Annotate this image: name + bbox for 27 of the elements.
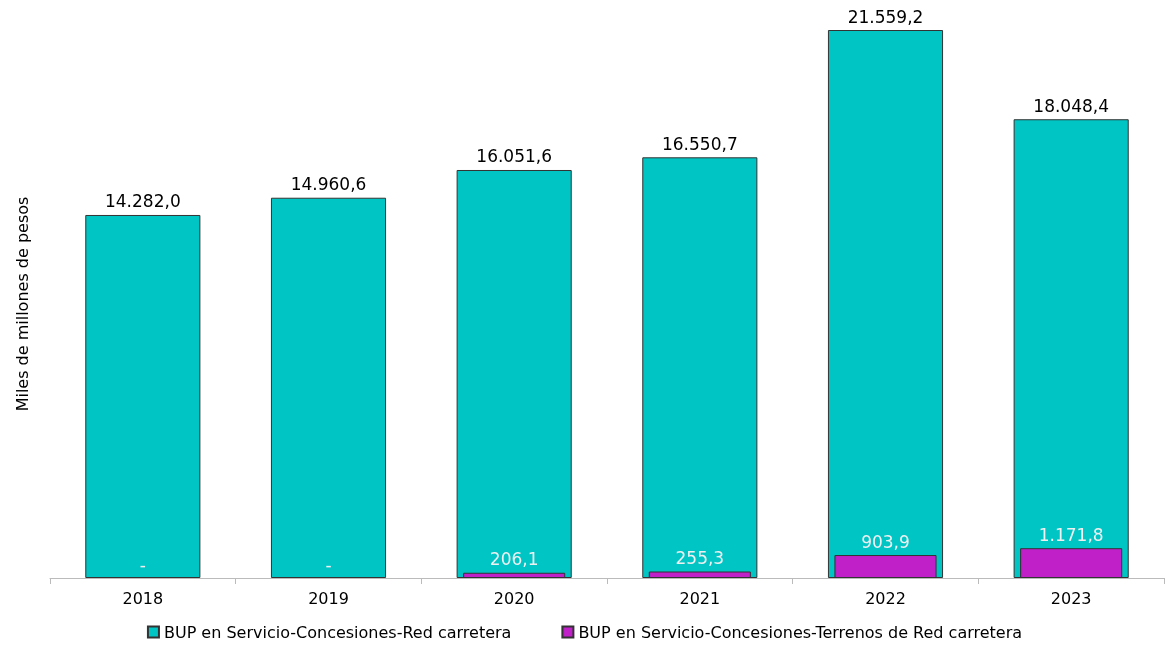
data-label: 21.559,2: [847, 6, 924, 27]
data-label: 206,1: [489, 549, 539, 570]
data-label: 1.171,8: [1038, 524, 1104, 545]
x-tick-label: 2019: [308, 588, 349, 608]
data-label: 16.550,7: [661, 133, 738, 154]
x-tick-label: 2023: [1050, 588, 1092, 608]
data-label: 16.051,6: [476, 146, 553, 167]
data-label: 14.282,0: [104, 191, 181, 212]
data-label: -: [139, 554, 146, 575]
bar: [642, 157, 758, 578]
data-label: 903,9: [861, 531, 910, 552]
legend-label: BUP en Servicio-Concesiones-Terrenos de Red carretera: [578, 622, 1023, 642]
bar: [827, 30, 944, 578]
bar: [456, 169, 572, 578]
data-label: -: [325, 554, 332, 575]
x-tick-label: 2022: [865, 588, 906, 608]
x-tick-label: 2020: [493, 588, 535, 608]
bar: [1013, 119, 1129, 578]
y-axis-title: Miles de millones de pesos: [12, 196, 32, 412]
data-label: 18.048,4: [1033, 95, 1110, 116]
bar: [85, 214, 201, 578]
x-tick-label: 2021: [679, 588, 721, 608]
data-label: 255,3: [675, 548, 725, 569]
bar: [270, 197, 387, 578]
data-label: 14.960,6: [290, 174, 367, 195]
legend-label: BUP en Servicio-Concesiones-Red carretera: [163, 622, 512, 642]
x-tick-label: 2018: [122, 588, 164, 608]
